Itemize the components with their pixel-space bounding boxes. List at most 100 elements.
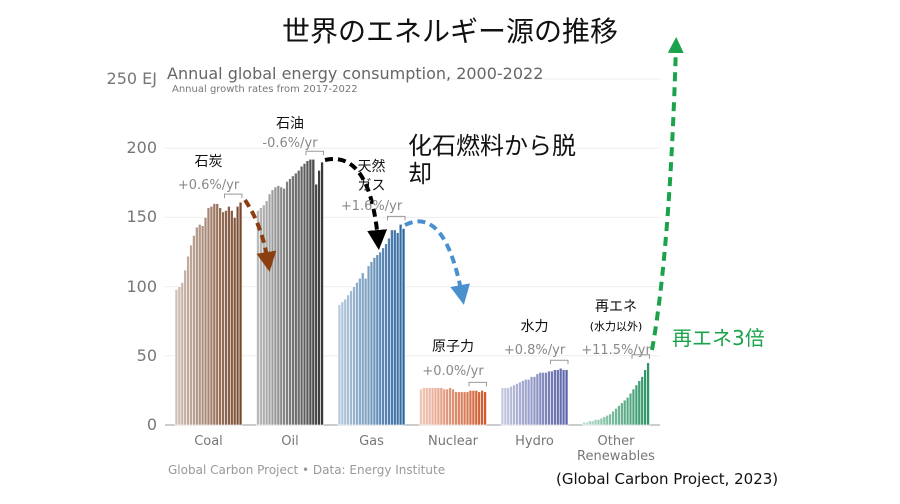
growth-label: +0.8%/yr — [503, 343, 566, 358]
y-tick-label: 0 — [146, 415, 157, 434]
y-tick-label: 100 — [126, 276, 157, 296]
bar — [509, 385, 513, 426]
bracket — [550, 359, 569, 365]
bar — [279, 186, 284, 426]
bar — [596, 419, 601, 426]
series-note: (水力以外) — [589, 320, 643, 333]
bar — [270, 189, 275, 426]
x-tick-label: Gas — [359, 434, 384, 449]
bar — [521, 380, 525, 426]
bracket — [387, 215, 406, 221]
bar — [474, 390, 479, 426]
growth-label: +0.0%/yr — [422, 364, 484, 379]
bar — [398, 224, 403, 426]
bar — [550, 370, 554, 426]
bar — [189, 244, 193, 426]
bar — [535, 373, 540, 426]
bar — [526, 379, 531, 426]
bar — [264, 200, 269, 426]
bar — [337, 304, 342, 426]
bar — [454, 391, 458, 426]
bar — [352, 286, 356, 426]
bar — [620, 402, 624, 426]
bar — [585, 421, 589, 426]
bar — [457, 391, 461, 426]
bar — [203, 217, 208, 426]
bar — [593, 419, 598, 426]
bar — [529, 376, 534, 426]
bar — [192, 235, 196, 426]
bar — [614, 408, 618, 426]
bar — [462, 391, 467, 426]
x-tick-label: Hydro — [515, 434, 554, 449]
bar — [282, 188, 286, 426]
bar — [355, 282, 359, 426]
bar — [628, 392, 633, 426]
bracket — [305, 150, 324, 156]
chart-footer: Global Carbon Project • Data: Energy Ins… — [168, 463, 446, 477]
arrow — [404, 219, 470, 305]
bar — [617, 405, 621, 426]
x-tick-label: Nuclear — [427, 434, 479, 449]
bar — [212, 203, 217, 426]
bar — [439, 387, 444, 426]
bar — [346, 294, 350, 426]
bar — [230, 210, 234, 426]
bar — [369, 261, 374, 426]
bar — [622, 399, 627, 426]
bar — [291, 175, 295, 426]
bar — [198, 224, 202, 426]
bar — [427, 387, 432, 426]
bar — [541, 372, 545, 426]
bar — [503, 387, 508, 426]
bar — [611, 410, 615, 426]
bar — [183, 269, 187, 426]
growth-label: +0.6%/yr — [177, 178, 240, 193]
bar — [390, 229, 394, 426]
arrow — [324, 157, 388, 250]
bar — [515, 383, 519, 426]
series-label: 石炭 — [194, 154, 223, 170]
bar — [299, 165, 304, 426]
bar — [311, 158, 316, 426]
chart-subtitle: Annual growth rates from 2017-2022 — [172, 84, 358, 95]
bar — [366, 265, 371, 426]
bar — [582, 421, 586, 426]
x-tick-label: Oil — [281, 434, 299, 449]
bar — [378, 251, 382, 426]
bar — [506, 387, 511, 426]
bar — [209, 206, 214, 426]
bar — [518, 381, 522, 426]
source: (Global Carbon Project, 2023) — [556, 470, 779, 488]
bar — [340, 301, 345, 426]
bar — [590, 420, 595, 426]
bar — [387, 237, 391, 426]
arrow — [243, 198, 277, 272]
growth-label: +11.5%/yr — [581, 343, 651, 358]
bar — [436, 387, 441, 426]
bar — [285, 181, 289, 426]
bar — [381, 247, 385, 426]
bar — [195, 226, 199, 426]
bar — [296, 170, 301, 426]
bar — [395, 232, 400, 426]
bar — [206, 207, 211, 426]
bar — [564, 369, 569, 426]
bar — [448, 387, 452, 426]
bar — [294, 172, 298, 426]
bar — [384, 243, 388, 426]
bar — [459, 391, 464, 426]
bar — [468, 390, 473, 426]
bar — [605, 415, 610, 426]
bar — [343, 298, 348, 426]
bar — [512, 384, 516, 426]
bar — [363, 277, 368, 426]
bar — [625, 397, 630, 426]
bar — [224, 210, 228, 426]
growth-label: +1.6%/yr — [340, 199, 403, 214]
bar — [320, 161, 324, 426]
bar — [538, 372, 543, 426]
bar — [524, 379, 528, 426]
bar — [177, 286, 182, 426]
